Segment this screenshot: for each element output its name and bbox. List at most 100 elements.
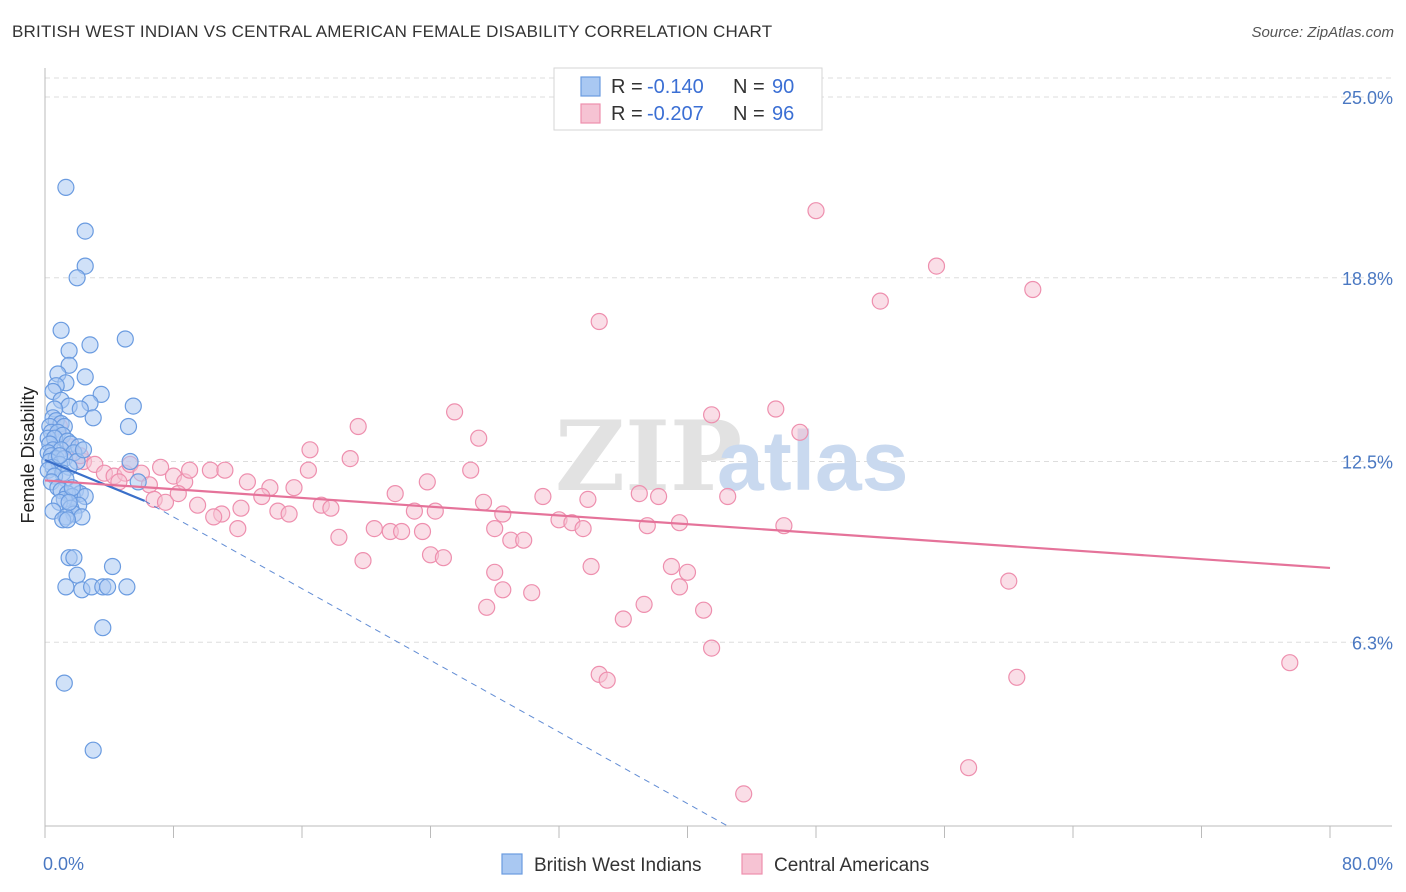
point-central-americans-81 [635,595,653,614]
y-tick-label-1: 12.5% [1342,453,1393,473]
point-central-americans-28 [216,461,234,479]
point-central-americans-88 [1008,668,1026,686]
point-central-americans-35 [189,496,207,514]
point-british-west-indians-81 [98,578,117,596]
point-central-americans-31 [285,479,303,497]
watermark-atlas: atlas [717,414,908,508]
point-central-americans-90 [959,759,978,777]
point-central-americans-52 [486,519,504,538]
trend-lines [44,459,1331,827]
point-british-west-indians-87 [50,447,69,465]
point-central-americans-73 [582,557,600,576]
point-british-west-indians-7 [60,342,78,360]
point-central-americans-72 [354,551,372,570]
legend-swatch-british-west-indians [501,853,523,875]
legend-n-value-2: 96 [772,103,794,125]
point-central-americans-11 [301,441,319,459]
point-central-americans-78 [523,584,541,602]
point-central-americans-10 [791,423,809,441]
legend-n-label-1: N = [733,76,765,98]
point-central-americans-87 [598,671,616,689]
trendline-central-americans [44,479,1331,570]
point-central-americans-4 [590,312,608,331]
point-central-americans-50 [418,473,436,491]
x-tick-label-0: 0.0% [43,854,84,874]
point-central-americans-42 [322,499,340,517]
legend-n-label-2: N = [733,103,765,125]
point-central-americans-27 [201,461,219,479]
point-british-west-indians-70 [73,508,91,526]
point-central-americans-94 [181,461,199,479]
point-central-americans-84 [1000,572,1018,590]
legend-label-central-americans: Central Americans [774,855,929,876]
point-british-west-indians-4 [52,321,70,339]
point-central-americans-1 [927,257,946,275]
x-tick-labels: 0.0% 80.0% [43,854,1393,874]
point-central-americans-95 [169,485,187,503]
y-tick-label-3: 25.0% [1342,88,1393,108]
point-british-west-indians-6 [81,336,99,354]
data-points [39,178,1299,803]
legend-n-value-1: 90 [772,76,794,98]
point-central-americans-79 [670,578,689,596]
point-central-americans-24 [152,458,170,476]
point-central-americans-51 [474,493,493,511]
point-british-west-indians-3 [68,269,86,287]
point-central-americans-48 [426,502,444,520]
legend-r-label-1: R = [611,76,643,98]
point-british-west-indians-10 [76,368,94,386]
legend-label-british-west-indians: British West Indians [534,855,702,876]
point-central-americans-77 [494,581,512,599]
point-central-americans-85 [702,639,721,657]
point-central-americans-82 [694,601,713,619]
point-central-americans-29 [238,473,256,491]
point-central-americans-75 [662,557,681,576]
point-central-americans-9 [470,429,488,447]
point-central-americans-61 [649,487,668,506]
point-central-americans-7 [767,400,785,418]
point-central-americans-57 [574,519,592,538]
point-british-west-indians-20 [71,400,89,418]
legend-swatch-blue [580,76,601,97]
point-central-americans-6 [702,406,721,424]
point-british-west-indians-72 [58,511,77,529]
legend-r-label-2: R = [611,103,643,125]
y-tick-labels: 6.3% 12.5% 18.8% 25.0% [1342,88,1393,653]
point-central-americans-74 [486,563,504,581]
legend-swatch-pink [580,103,601,124]
point-british-west-indians-74 [65,549,83,567]
y-tick-label-0: 6.3% [1352,633,1393,653]
point-british-west-indians-84 [55,674,73,692]
point-central-americans-54 [534,487,552,506]
point-central-americans-66 [229,519,247,538]
point-central-americans-69 [515,531,533,549]
point-central-americans-5 [446,403,464,421]
point-central-americans-83 [614,610,632,628]
point-central-americans-32 [299,461,317,479]
point-central-americans-91 [735,785,753,803]
point-central-americans-2 [871,292,889,310]
point-british-west-indians-18 [124,397,142,415]
point-british-west-indians-85 [84,741,102,759]
point-british-west-indians-27 [119,417,138,436]
chart-title: BRITISH WEST INDIAN VS CENTRAL AMERICAN … [12,22,773,41]
source-label: Source: ZipAtlas.com [1251,24,1394,41]
point-central-americans-46 [405,502,423,520]
point-central-americans-43 [365,519,383,538]
point-central-americans-80 [478,598,496,616]
trendline-british-west-indians-extended [144,500,728,827]
point-central-americans-63 [719,487,737,506]
point-british-west-indians-2 [76,257,94,275]
point-central-americans-47 [413,522,432,541]
point-central-americans-34 [156,493,175,511]
point-british-west-indians-88 [74,441,93,459]
y-tick-label-2: 18.8% [1342,269,1393,289]
point-central-americans-89 [1281,654,1299,672]
trendline-british-west-indians [44,459,146,502]
legend-swatch-central-americans [741,853,763,875]
point-central-americans-58 [579,490,597,508]
point-central-americans-71 [434,549,452,567]
point-central-americans-40 [280,505,298,523]
point-central-americans-12 [341,450,359,468]
point-central-americans-0 [807,202,825,220]
